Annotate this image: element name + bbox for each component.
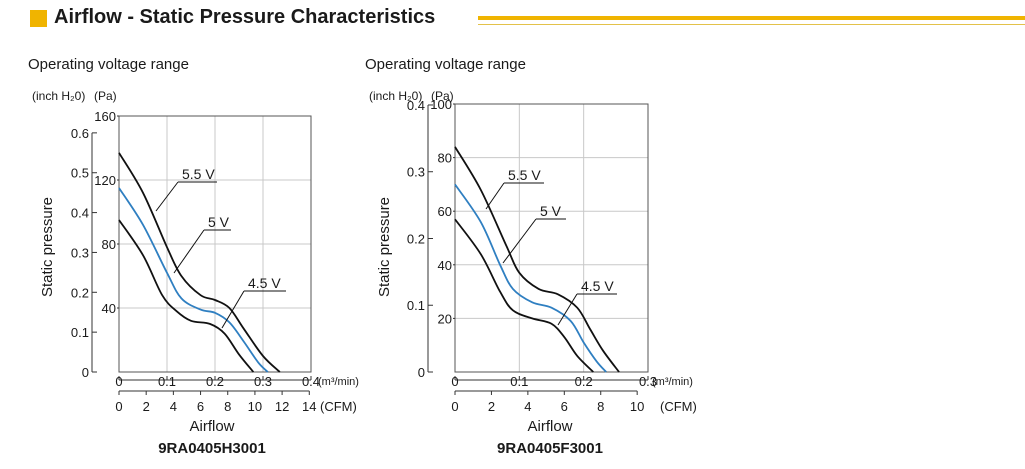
chart2-cfm-tick-label: 6 [561,399,568,414]
chart1-series-line-5-5-V [118,152,281,373]
section-marker-icon [30,10,47,27]
chart2-m3-tick-label: 0 [451,374,458,389]
chart1-pa-tick-label: 120 [94,173,116,188]
chart1-inch-tick-label: 0.3 [71,245,89,260]
chart1-y-unit-right: (Pa) [94,89,117,103]
chart1-pa-tick-label: 160 [94,109,116,124]
chart2-title: Operating voltage range [365,56,526,73]
chart1-plot-frame [118,115,312,373]
chart2-series-line-5-5-V [454,146,620,373]
chart1-cfm-tick-label: 8 [224,399,231,414]
chart2-ylabel: Static pressure [376,197,393,297]
chart1-model: 9RA0405H3001 [158,440,266,457]
chart1-ylabel: Static pressure [39,197,56,297]
chart2-m3-tick-label: 0.1 [510,374,528,389]
chart1-x-unit-primary: (m³/min) [318,376,359,388]
chart2-leader-line [502,218,537,264]
chart2-pa-tick-label: 80 [438,151,452,166]
chart2-inch-tick-label: 0 [418,365,425,380]
chart1-m3-tick-label: 0.2 [206,374,224,389]
chart2-cfm-tick-label: 8 [597,399,604,414]
chart2-m3-tick-label: 0.3 [639,374,657,389]
chart2-leader-line [485,182,505,210]
chart1-m3-tick-label: 0.3 [254,374,272,389]
chart1-cfm-tick-label: 10 [248,399,262,414]
chart2-pa-tick-label: 40 [438,258,452,273]
chart1-y-unit-left: (inch H₂0) [32,89,85,103]
chart2-cfm-tick-label: 2 [488,399,495,414]
chart1-cfm-tick-label: 14 [302,399,316,414]
chart2-m3-tick-label: 0.2 [575,374,593,389]
chart2-plot: 20 40 60 80 100 0 0.1 0.2 0.3 0.4 0 0.1 0.2 0.3 0 2 4 6 8 1… [407,97,657,414]
chart2-leader-line [557,293,578,326]
header-rule [478,16,1025,20]
chart1-inch-tick-label: 0 [82,365,89,380]
chart2-inch-tick-label: 0.3 [407,165,425,180]
chart2-y-unit-right: (Pa) [431,89,454,103]
chart1-inch-tick-label: 0.5 [71,166,89,181]
chart2-pa-tick-label: 100 [430,97,452,112]
chart1-inch-tick-label: 0.2 [71,285,89,300]
chart2-xlabel: Airflow [527,418,572,435]
chart1-cfm-tick-label: 0 [115,399,122,414]
chart1-cfm-tick-label: 6 [197,399,204,414]
chart2-y-unit-left: (inch H₂0) [369,89,422,103]
chart1-series-label: 5 V [208,214,230,230]
chart2-x-unit-primary: (m³/min) [652,376,693,388]
chart2-plot-frame [454,103,649,373]
chart2-series-label: 5 V [540,203,562,219]
chart1-title: Operating voltage range [28,56,189,73]
chart2-cfm-tick-label: 10 [630,399,644,414]
chart2-inch-tick-label: 0.4 [407,98,425,113]
chart2-x-unit-secondary: (CFM) [660,399,697,414]
chart1-m3-tick-label: 0.4 [302,374,320,389]
chart2-model: 9RA0405F3001 [497,440,603,457]
chart1-pa-tick-label: 40 [102,301,116,316]
chart2-pa-tick-label: 20 [438,311,452,326]
chart1-cfm-tick-label: 2 [143,399,150,414]
chart1-inch-tick-label: 0.1 [71,325,89,340]
chart1-leader-line [173,229,205,274]
chart2-series-line-4-5-V [454,218,594,373]
chart2-cfm-tick-label: 4 [524,399,531,414]
section-header: Airflow - Static Pressure Characteristic… [30,4,1025,34]
chart2-series-label: 5.5 V [508,167,541,183]
chart1-series-line-5-V [118,187,269,373]
chart1-m3-tick-label: 0 [115,374,122,389]
chart1-leader-line [221,290,245,329]
chart1-series-label: 5.5 V [182,166,215,182]
chart1-inch-tick-label: 0.4 [71,206,89,221]
chart1-x-unit-secondary: (CFM) [320,399,357,414]
chart1-series-line-4-5-V [118,219,255,373]
chart2-series-label: 4.5 V [581,278,614,294]
header-rule-thin [478,24,1025,25]
chart2-series-line-5-V [454,183,607,373]
chart1-series-label: 4.5 V [248,275,281,291]
chart1-xlabel: Airflow [189,418,234,435]
chart1-inch-tick-label: 0.6 [71,126,89,141]
chart1-m3-tick-label: 0.1 [158,374,176,389]
chart1-pa-tick-label: 80 [102,237,116,252]
chart2-cfm-tick-label: 0 [451,399,458,414]
chart1-cfm-tick-label: 12 [275,399,289,414]
chart1-cfm-tick-label: 4 [170,399,177,414]
chart2-inch-tick-label: 0.2 [407,231,425,246]
section-title: Airflow - Static Pressure Characteristic… [54,6,436,28]
chart2-pa-tick-label: 60 [438,204,452,219]
chart1-leader-line [155,181,179,212]
chart2-inch-tick-label: 0.1 [407,298,425,313]
